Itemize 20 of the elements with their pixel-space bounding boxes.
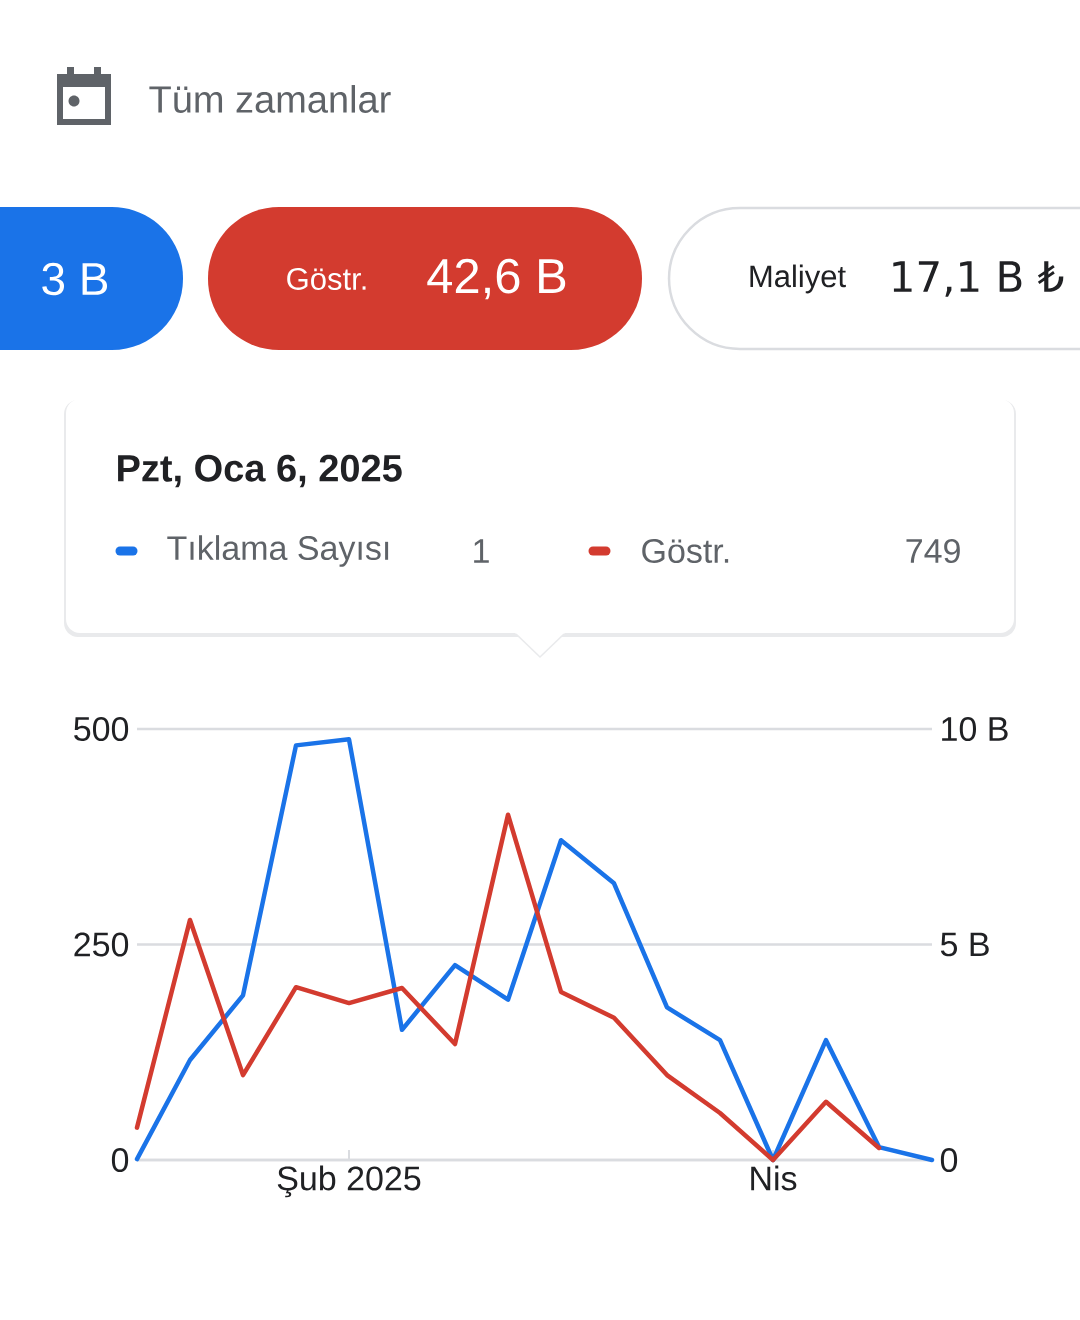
legend-label: Göstr.: [642, 538, 729, 564]
text: 1: [474, 539, 489, 563]
x-tick-label: Nis: [751, 1165, 797, 1191]
text: Maliyet: [750, 264, 846, 294]
text: Göstr.: [287, 268, 366, 290]
text: 17,1 B ₺: [893, 261, 1064, 297]
text: 42,6 B: [427, 258, 566, 300]
line-series: [134, 812, 882, 1163]
x-tick-label: Şub 2025: [277, 1165, 421, 1198]
y2-tick-label: 10 B: [942, 716, 1008, 742]
y2-tick-label: 5 B: [940, 932, 989, 957]
y-tick-label: 0: [111, 1147, 129, 1173]
text: 3 B: [42, 262, 108, 296]
legend-title: Pzt, Oca 6, 2025: [118, 454, 402, 488]
text: Tüm zamanlar: [149, 85, 391, 113]
y-tick-label: 250: [74, 932, 129, 957]
legend-label: Tıklama Sayısı: [167, 535, 389, 567]
y2-tick-label: 0: [940, 1147, 958, 1173]
y-tick-label: 500: [74, 716, 129, 742]
text: 749: [906, 538, 960, 564]
